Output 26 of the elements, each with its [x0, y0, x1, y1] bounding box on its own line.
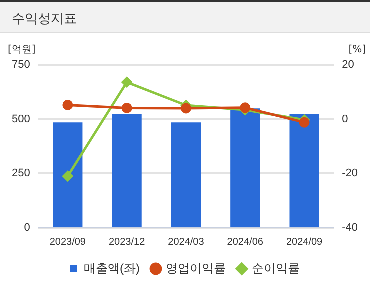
y2-tick-label: -20 [342, 168, 358, 180]
x-tick-label: 2024/03 [168, 236, 205, 248]
legend-label: 순이익률 [252, 261, 300, 276]
legend-label: 매출액(좌) [84, 261, 140, 276]
y-tick-label: 750 [12, 59, 30, 72]
point [122, 77, 132, 88]
legend-label: 영업이익률 [166, 261, 226, 276]
x-tick-label: 2023/09 [50, 236, 86, 248]
chart-title: 수익성지표 [12, 11, 77, 28]
y2-tick-label: 20 [342, 59, 354, 72]
point [62, 100, 74, 110]
point [62, 171, 74, 182]
y-tick-label: 250 [12, 168, 30, 180]
x-tick-label: 2024/09 [286, 236, 324, 248]
x-tick-label: 2024/06 [227, 236, 264, 248]
x-tick-label: 2023/12 [109, 236, 146, 248]
y-tick-label: 500 [12, 113, 30, 126]
point [122, 102, 132, 114]
y-tick-label: 0 [24, 222, 30, 234]
point [240, 102, 251, 114]
point [299, 117, 310, 128]
point [180, 103, 192, 114]
y2-axis-title: [%] [348, 44, 366, 56]
y2-tick-label: 0 [342, 113, 348, 126]
y-axis-title: [억원] [8, 44, 36, 56]
y2-tick-label: -40 [342, 222, 358, 234]
